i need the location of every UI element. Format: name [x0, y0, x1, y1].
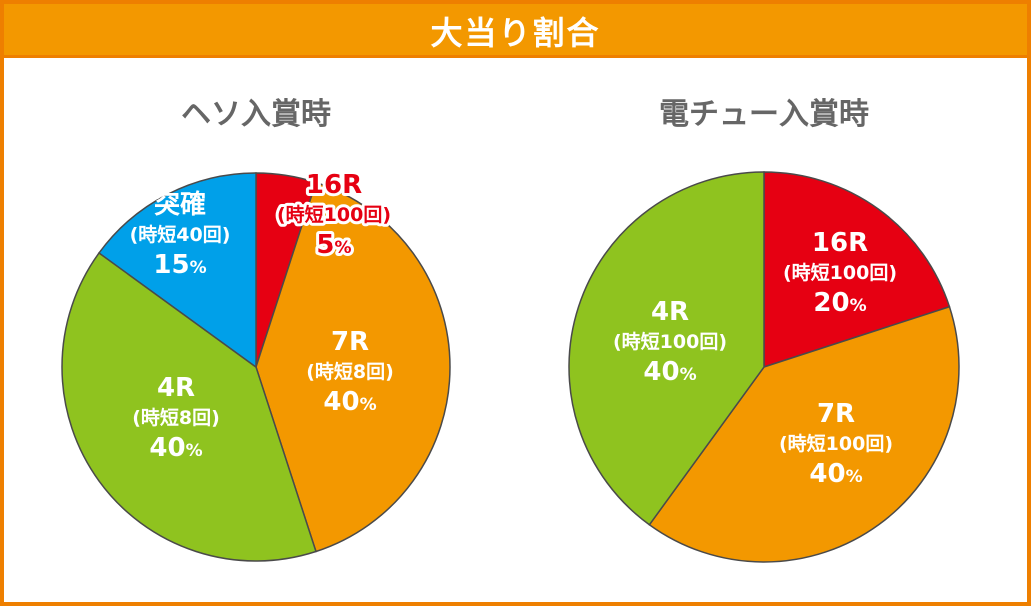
- chart-title-heso: ヘソ入賞時: [181, 97, 331, 132]
- slice-name-label: 16R: [306, 170, 362, 200]
- slice-name-label: 突確: [154, 189, 206, 220]
- slice-sub-label: (時短100回): [277, 203, 391, 226]
- slice-label-0-3: 突確 (時短40回) 15%: [130, 189, 231, 280]
- slice-sub-label: (時短40回): [130, 223, 231, 246]
- pie-slice-1-2: [568, 171, 765, 526]
- pie-heso: 16R (時短100回) 5% 7R (時短8回) 40% 4R (時短8回) 40% 突確 (時短…: [61, 167, 451, 562]
- slice-label-1-0: 16R (時短100回) 20%: [783, 228, 897, 318]
- slice-sub-label: (時短8回): [306, 360, 394, 383]
- slice-name-label: 4R: [651, 297, 689, 327]
- slice-sub-label: (時短8回): [132, 406, 220, 429]
- pie-denchu: 16R (時短100回) 20% 7R (時短100回) 40% 4R (時短100回) 40%: [568, 171, 960, 563]
- slice-label-0-2: 4R (時短8回) 40%: [132, 373, 220, 463]
- slice-label-0-1: 7R (時短8回) 40%: [306, 327, 394, 417]
- pie-slice-1-1: [648, 305, 960, 563]
- slice-label-1-1: 7R (時短100回) 40%: [779, 399, 893, 489]
- chart-title-denchu: 電チュー入賞時: [659, 97, 869, 132]
- slice-percent-label: 5%: [316, 230, 351, 260]
- slice-percent-label: 40%: [149, 433, 202, 463]
- page-title: 大当り割合: [0, 0, 1031, 58]
- slice-percent-label: 20%: [813, 288, 866, 318]
- pie-slice-0-1: [255, 181, 451, 553]
- slice-name-label: 7R: [817, 399, 855, 429]
- slice-percent-label: 40%: [809, 459, 862, 489]
- slice-percent-label: 40%: [323, 387, 376, 417]
- slice-sub-label: (時短100回): [783, 261, 897, 284]
- slice-name-label: 4R: [157, 373, 195, 403]
- slice-sub-label: (時短100回): [613, 330, 727, 353]
- pie-slice-0-3: [98, 172, 257, 369]
- pie-slice-1-0: [763, 171, 951, 369]
- slice-name-label: 16R: [812, 228, 868, 258]
- slice-sub-label: (時短100回): [779, 432, 893, 455]
- slice-label-1-2: 4R (時短100回) 40%: [613, 297, 727, 387]
- slice-percent-label: 15%: [153, 250, 206, 280]
- pie-slice-0-2: [61, 251, 317, 562]
- slice-name-label: 7R: [331, 327, 369, 357]
- slice-percent-label: 40%: [643, 357, 696, 387]
- slice-label-0-0: 16R (時短100回) 5%: [274, 167, 394, 263]
